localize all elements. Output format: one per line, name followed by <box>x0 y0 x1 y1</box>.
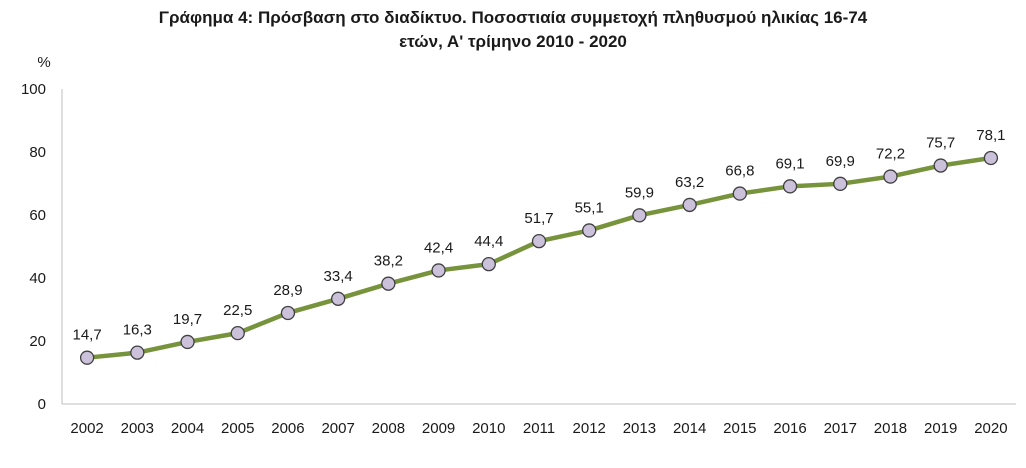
x-tick-label: 2002 <box>70 420 103 437</box>
data-label: 28,9 <box>273 282 302 299</box>
chart-title-line-2: ετών, Α' τρίμηνο 2010 - 2020 <box>399 32 627 51</box>
x-tick-label: 2020 <box>974 420 1007 437</box>
data-label: 72,2 <box>876 146 905 163</box>
y-axis-unit: % <box>37 54 50 71</box>
x-tick-label: 2012 <box>573 420 606 437</box>
data-label: 59,9 <box>625 184 654 201</box>
x-tick-label: 2004 <box>171 420 204 437</box>
data-label: 51,7 <box>524 210 553 227</box>
data-points <box>79 150 999 365</box>
data-label: 14,7 <box>73 327 102 344</box>
data-point-marker <box>180 334 195 350</box>
x-tick-label: 2006 <box>271 420 304 437</box>
y-tick-label: 0 <box>38 396 46 413</box>
y-tick-labels: 0 20 40 60 80 100 <box>21 81 46 413</box>
data-label: 38,2 <box>374 253 403 270</box>
x-tick-label: 2014 <box>673 420 706 437</box>
series-line <box>84 155 994 360</box>
data-point-marker <box>883 169 898 184</box>
data-point-marker <box>682 197 697 213</box>
data-point-marker <box>280 305 296 321</box>
data-point-marker <box>983 150 999 166</box>
data-point-marker <box>933 158 948 173</box>
data-label: 44,4 <box>474 233 503 250</box>
data-point-marker <box>531 233 547 249</box>
data-label: 69,1 <box>775 155 804 172</box>
data-point-marker <box>582 223 597 238</box>
data-label: 66,8 <box>725 163 754 180</box>
x-tick-label: 2007 <box>321 420 354 437</box>
data-label: 63,2 <box>675 174 704 191</box>
data-label: 55,1 <box>575 199 604 216</box>
y-tick-label: 100 <box>21 81 46 98</box>
data-point-marker <box>130 345 145 360</box>
data-point-marker <box>782 179 798 194</box>
data-label: 22,5 <box>223 302 252 319</box>
data-point-marker <box>481 256 496 272</box>
series-line-path <box>84 155 994 360</box>
data-point-marker <box>431 263 446 278</box>
chart-title-line-1: Γράφημα 4: Πρόσβαση στο διαδίκτυο. Ποσοσ… <box>158 8 868 27</box>
x-tick-label: 2003 <box>121 420 154 437</box>
data-label: 75,7 <box>926 135 955 152</box>
data-point-marker <box>331 291 346 306</box>
x-tick-label: 2016 <box>773 420 806 437</box>
data-point-marker <box>732 186 747 201</box>
x-tick-labels: 2002 2003 2004 2005 2006 2007 2008 2009 2010 2011… <box>70 420 1007 437</box>
axes <box>61 89 1016 405</box>
y-tick-label: 80 <box>29 144 46 161</box>
y-tick-label: 60 <box>29 207 46 224</box>
x-tick-label: 2009 <box>422 420 455 437</box>
data-point-marker <box>632 208 647 223</box>
x-tick-label: 2017 <box>824 420 857 437</box>
data-label: 42,4 <box>424 239 453 256</box>
x-tick-label: 2018 <box>874 420 907 437</box>
data-label: 69,9 <box>826 153 855 170</box>
data-label: 19,7 <box>173 311 202 328</box>
data-label: 16,3 <box>123 322 152 339</box>
data-point-marker <box>79 350 95 365</box>
y-tick-label: 20 <box>29 333 46 350</box>
x-tick-label: 2013 <box>623 420 656 437</box>
data-labels: 14,7 16,3 19,7 22,5 28,9 33,4 38,2 42,4 44,4 51,7… <box>73 127 1006 344</box>
x-tick-label: 2019 <box>924 420 957 437</box>
data-point-marker <box>833 176 848 191</box>
x-tick-label: 2010 <box>472 420 505 437</box>
data-label: 33,4 <box>324 268 353 285</box>
data-point-marker <box>230 325 245 341</box>
data-point-marker <box>381 276 396 291</box>
x-tick-label: 2005 <box>221 420 254 437</box>
x-tick-label: 2008 <box>372 420 405 437</box>
chart-title: Γράφημα 4: Πρόσβαση στο διαδίκτυο. Ποσοσ… <box>0 6 1026 54</box>
data-label: 78,1 <box>976 127 1005 144</box>
x-tick-label: 2011 <box>523 420 555 437</box>
y-tick-label: 40 <box>29 270 46 287</box>
x-tick-label: 2015 <box>723 420 756 437</box>
